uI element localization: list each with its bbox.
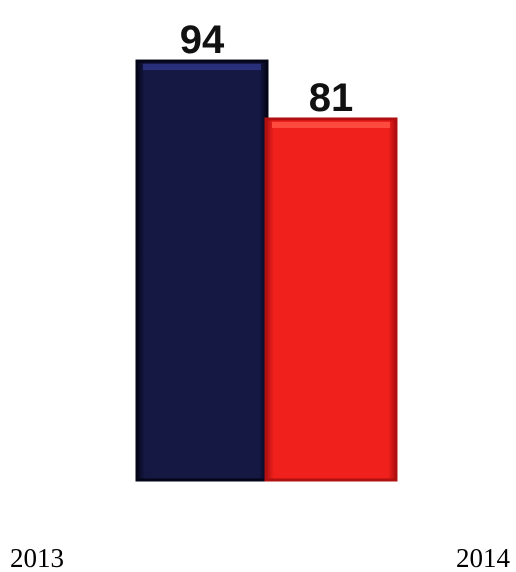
data-label-2014: 81	[309, 76, 354, 120]
bars-layer	[135, 59, 398, 482]
data-labels-layer: 94 81	[180, 18, 354, 120]
bar-top-highlight-2014	[272, 121, 390, 128]
x-axis-labels-layer: 2013 2014	[10, 543, 511, 572]
data-label-2013: 94	[180, 18, 225, 62]
bar-2013	[135, 59, 269, 482]
x-tick-label-2014: 2014	[456, 543, 511, 572]
bar-2014	[264, 117, 398, 482]
bar-top-highlight-2013	[143, 64, 261, 71]
x-tick-label-2013: 2013	[10, 543, 64, 572]
